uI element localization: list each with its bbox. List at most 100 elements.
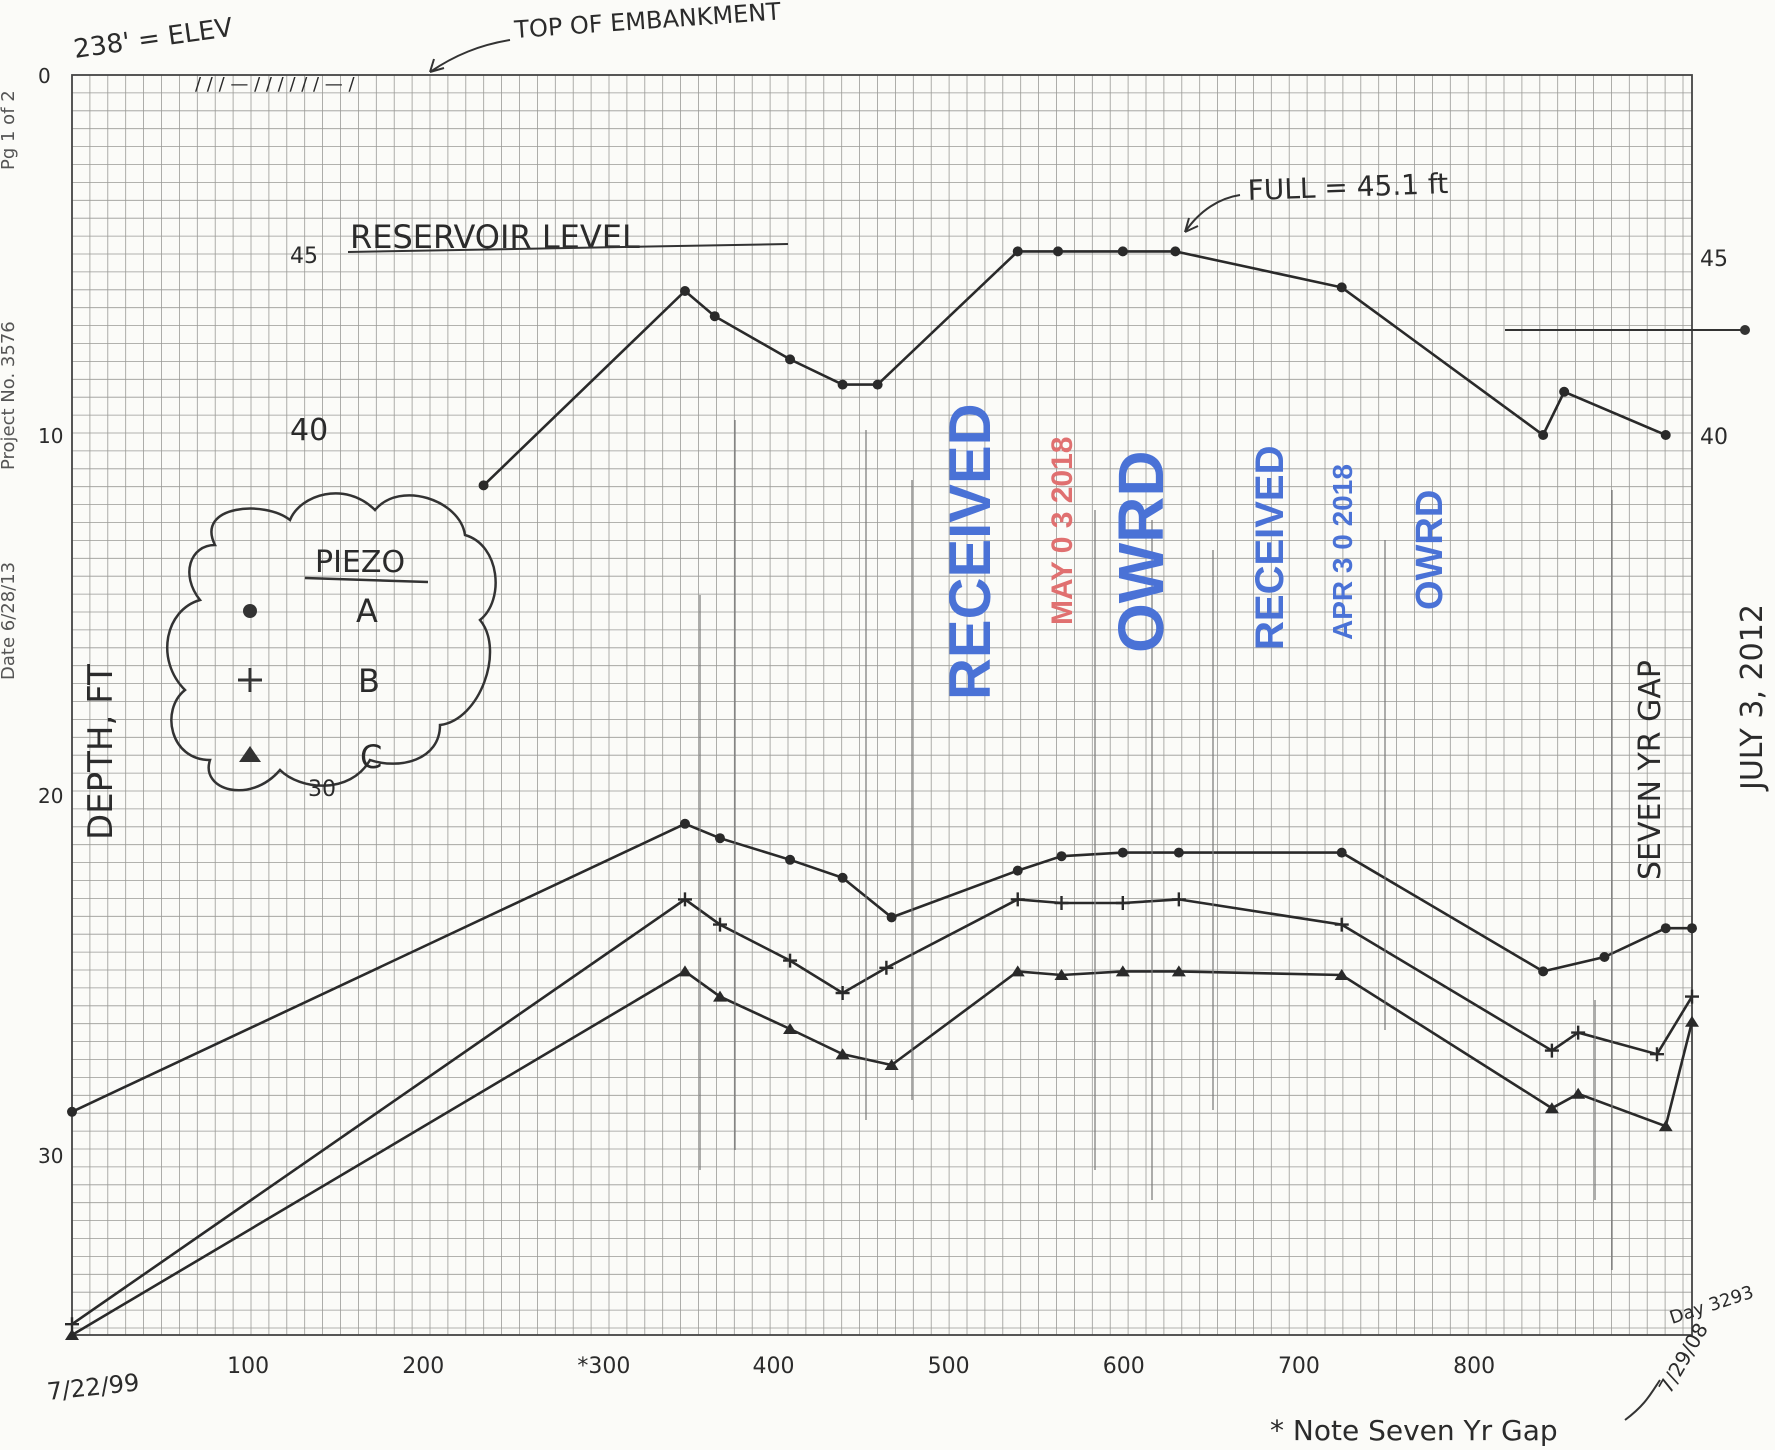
series-point-a	[1012, 865, 1023, 876]
grid	[71, 74, 1693, 1336]
x-tick-label: 100	[227, 1354, 269, 1379]
series-point-c	[677, 965, 692, 977]
series-point-reservoir-level	[872, 379, 883, 390]
series-point-a	[1336, 847, 1347, 858]
note-arrow	[1624, 1379, 1661, 1421]
series-point-reservoir-level	[1053, 246, 1064, 257]
received-stamp-date-1: MAY 0 3 2018	[1046, 437, 1079, 625]
x-tick-label: 500	[928, 1354, 970, 1379]
series-point-reservoir-level	[1559, 386, 1570, 397]
seven-yr-gap-vertical: SEVEN YR GAP	[1633, 660, 1668, 880]
legend-cloud-outline	[166, 492, 497, 792]
series-point-b	[1054, 896, 1069, 910]
x-tick-label: *300	[577, 1354, 630, 1379]
series-point-b	[713, 917, 727, 932]
series-point-a	[679, 818, 690, 829]
embankment-arrow	[429, 39, 511, 73]
series-point-b	[1171, 892, 1186, 907]
series-point-b	[1571, 1025, 1586, 1040]
series-point-c	[1171, 965, 1186, 977]
series-point-c	[783, 1023, 798, 1034]
series-point-a	[785, 854, 796, 865]
y-axis-label: DEPTH, FT	[81, 664, 121, 840]
series-point-reservoir-level	[1538, 430, 1549, 440]
series-point-a	[1687, 923, 1697, 934]
x-tick-label: 800	[1453, 1354, 1495, 1379]
legend-label-b: B	[358, 662, 380, 700]
series-point-c	[1115, 965, 1130, 977]
series-point-a	[1660, 923, 1671, 934]
series-point-a	[837, 872, 848, 883]
legend-marker-dot	[243, 604, 257, 618]
data-series	[65, 246, 1699, 1340]
reservoir-40-label: 40	[290, 413, 328, 448]
series-point-b	[1544, 1043, 1559, 1058]
series-point-a	[1173, 847, 1184, 858]
july-date-vertical: JULY 3, 2012	[1735, 604, 1770, 792]
received-stamp-2: RECEIVED	[1248, 446, 1292, 651]
series-point-a	[1599, 952, 1610, 962]
embankment-hatch: / / / — / / / / / / — /	[195, 74, 356, 95]
series-point-reservoir-level	[679, 286, 690, 296]
pencil-drop-lines	[699, 420, 1613, 1270]
full-annotation: FULL = 45.1 ft	[1247, 167, 1449, 207]
legend-marker-plus	[238, 668, 262, 692]
reservoir-45-label: 45	[290, 244, 318, 269]
right-40-label: 40	[1700, 425, 1728, 450]
series-point-b	[1685, 989, 1699, 1004]
full-arrow	[1184, 194, 1241, 233]
series-point-a	[1538, 966, 1549, 977]
series-point-b	[65, 1317, 79, 1332]
series-point-b	[879, 960, 894, 975]
y-tick-label: 10	[38, 424, 63, 448]
series-point-a	[715, 833, 725, 844]
side-labels: Date 6/28/13 Project No. 3576 Pg 1 of 2	[0, 90, 19, 680]
seven-yr-gap-note: * Note Seven Yr Gap	[1270, 1414, 1558, 1447]
series-point-c	[835, 1048, 850, 1060]
series-point-c	[1334, 969, 1349, 980]
y-tick-label: 0	[38, 64, 51, 88]
series-point-reservoir-level	[1012, 246, 1023, 257]
x-tick-label: 700	[1278, 1354, 1320, 1379]
series-point-b	[835, 986, 850, 1000]
series-point-b	[1010, 892, 1025, 907]
y-tick-labels: 0 10 20 30	[38, 64, 63, 1168]
series-point-a	[1056, 851, 1067, 862]
legend-label-c: C	[360, 738, 382, 776]
x-tick-label: 600	[1103, 1354, 1145, 1379]
series-point-c	[1571, 1087, 1586, 1099]
legend-title: PIEZO	[315, 545, 405, 580]
series-point-a	[67, 1106, 77, 1117]
x-tick-label: 400	[753, 1354, 795, 1379]
legend-label-a: A	[356, 592, 378, 630]
plot-frame	[71, 74, 1693, 1336]
series-line-reservoir-level	[482, 250, 1667, 487]
series-point-c	[884, 1059, 899, 1070]
series-point-reservoir-level	[709, 311, 720, 322]
series-point-c	[1054, 969, 1069, 980]
legend-title-underline	[304, 576, 429, 584]
series-point-b	[1115, 896, 1130, 910]
reservoir-underline	[347, 243, 789, 253]
series-point-reservoir-level	[1170, 246, 1181, 257]
series-point-reservoir-level	[1117, 246, 1128, 257]
series-point-reservoir-level	[785, 354, 796, 365]
series-point-c	[65, 1329, 79, 1340]
legend-marker-triangle	[239, 746, 261, 762]
right-45-label: 45	[1700, 247, 1728, 272]
owrd-stamp-1: OWRD	[1105, 450, 1177, 653]
embankment-arrowhead	[429, 58, 445, 73]
page-label: Pg 1 of 2	[0, 90, 19, 170]
series-point-c	[1685, 1015, 1699, 1027]
received-stamp-date-2: APR 3 0 2018	[1327, 464, 1358, 640]
legend: PIEZO A B C 30	[166, 492, 497, 802]
series-point-a	[886, 912, 897, 923]
series-point-b	[1334, 917, 1349, 932]
series-point-c	[1658, 1120, 1673, 1132]
project-label: Project No. 3576	[0, 321, 19, 470]
y-tick-label: 30	[38, 1144, 63, 1168]
owrd-stamp-2: OWRD	[1409, 490, 1451, 610]
full-arrowhead	[1184, 217, 1199, 233]
